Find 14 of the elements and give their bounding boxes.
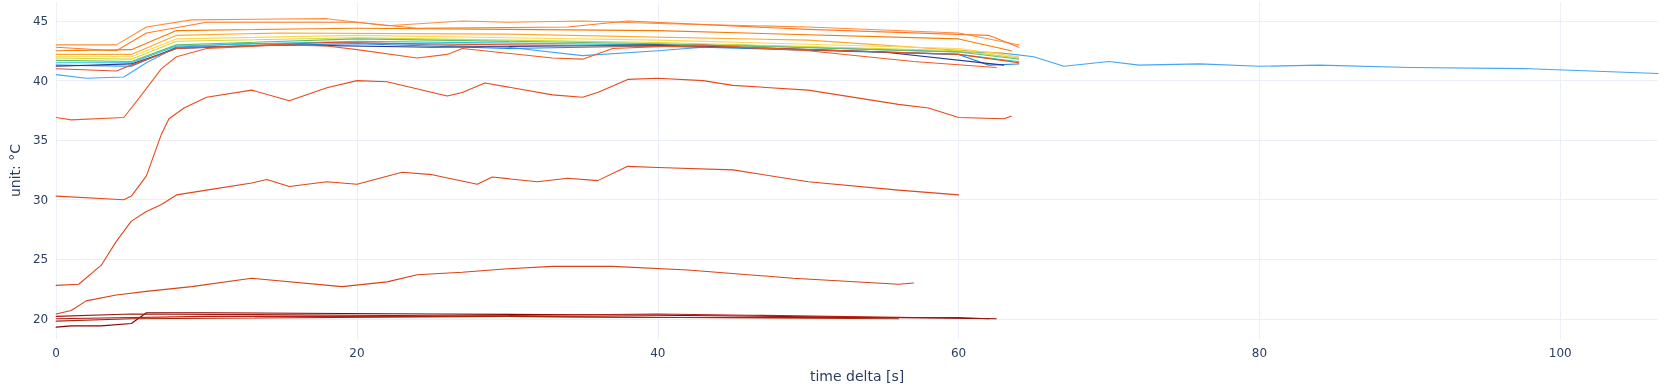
y-tick-label: 35 <box>32 133 49 148</box>
x-tick-label: 40 <box>650 346 666 360</box>
x-tick-label: 60 <box>950 346 967 360</box>
x-tick-label: 100 <box>1548 346 1572 360</box>
y-tick-label: 20 <box>32 311 49 326</box>
x-tick-label: 0 <box>52 346 60 360</box>
y-tick-label: 40 <box>32 73 49 88</box>
x-tick-label: 20 <box>349 346 365 360</box>
x-axis-title: time delta [s] <box>809 368 905 384</box>
y-tick-label: 45 <box>32 14 49 29</box>
y-tick-label: 25 <box>32 252 49 267</box>
y-tick-label: 30 <box>32 192 49 207</box>
y-axis-title: unit: °C <box>7 143 23 198</box>
x-tick-label: 80 <box>1251 346 1268 360</box>
